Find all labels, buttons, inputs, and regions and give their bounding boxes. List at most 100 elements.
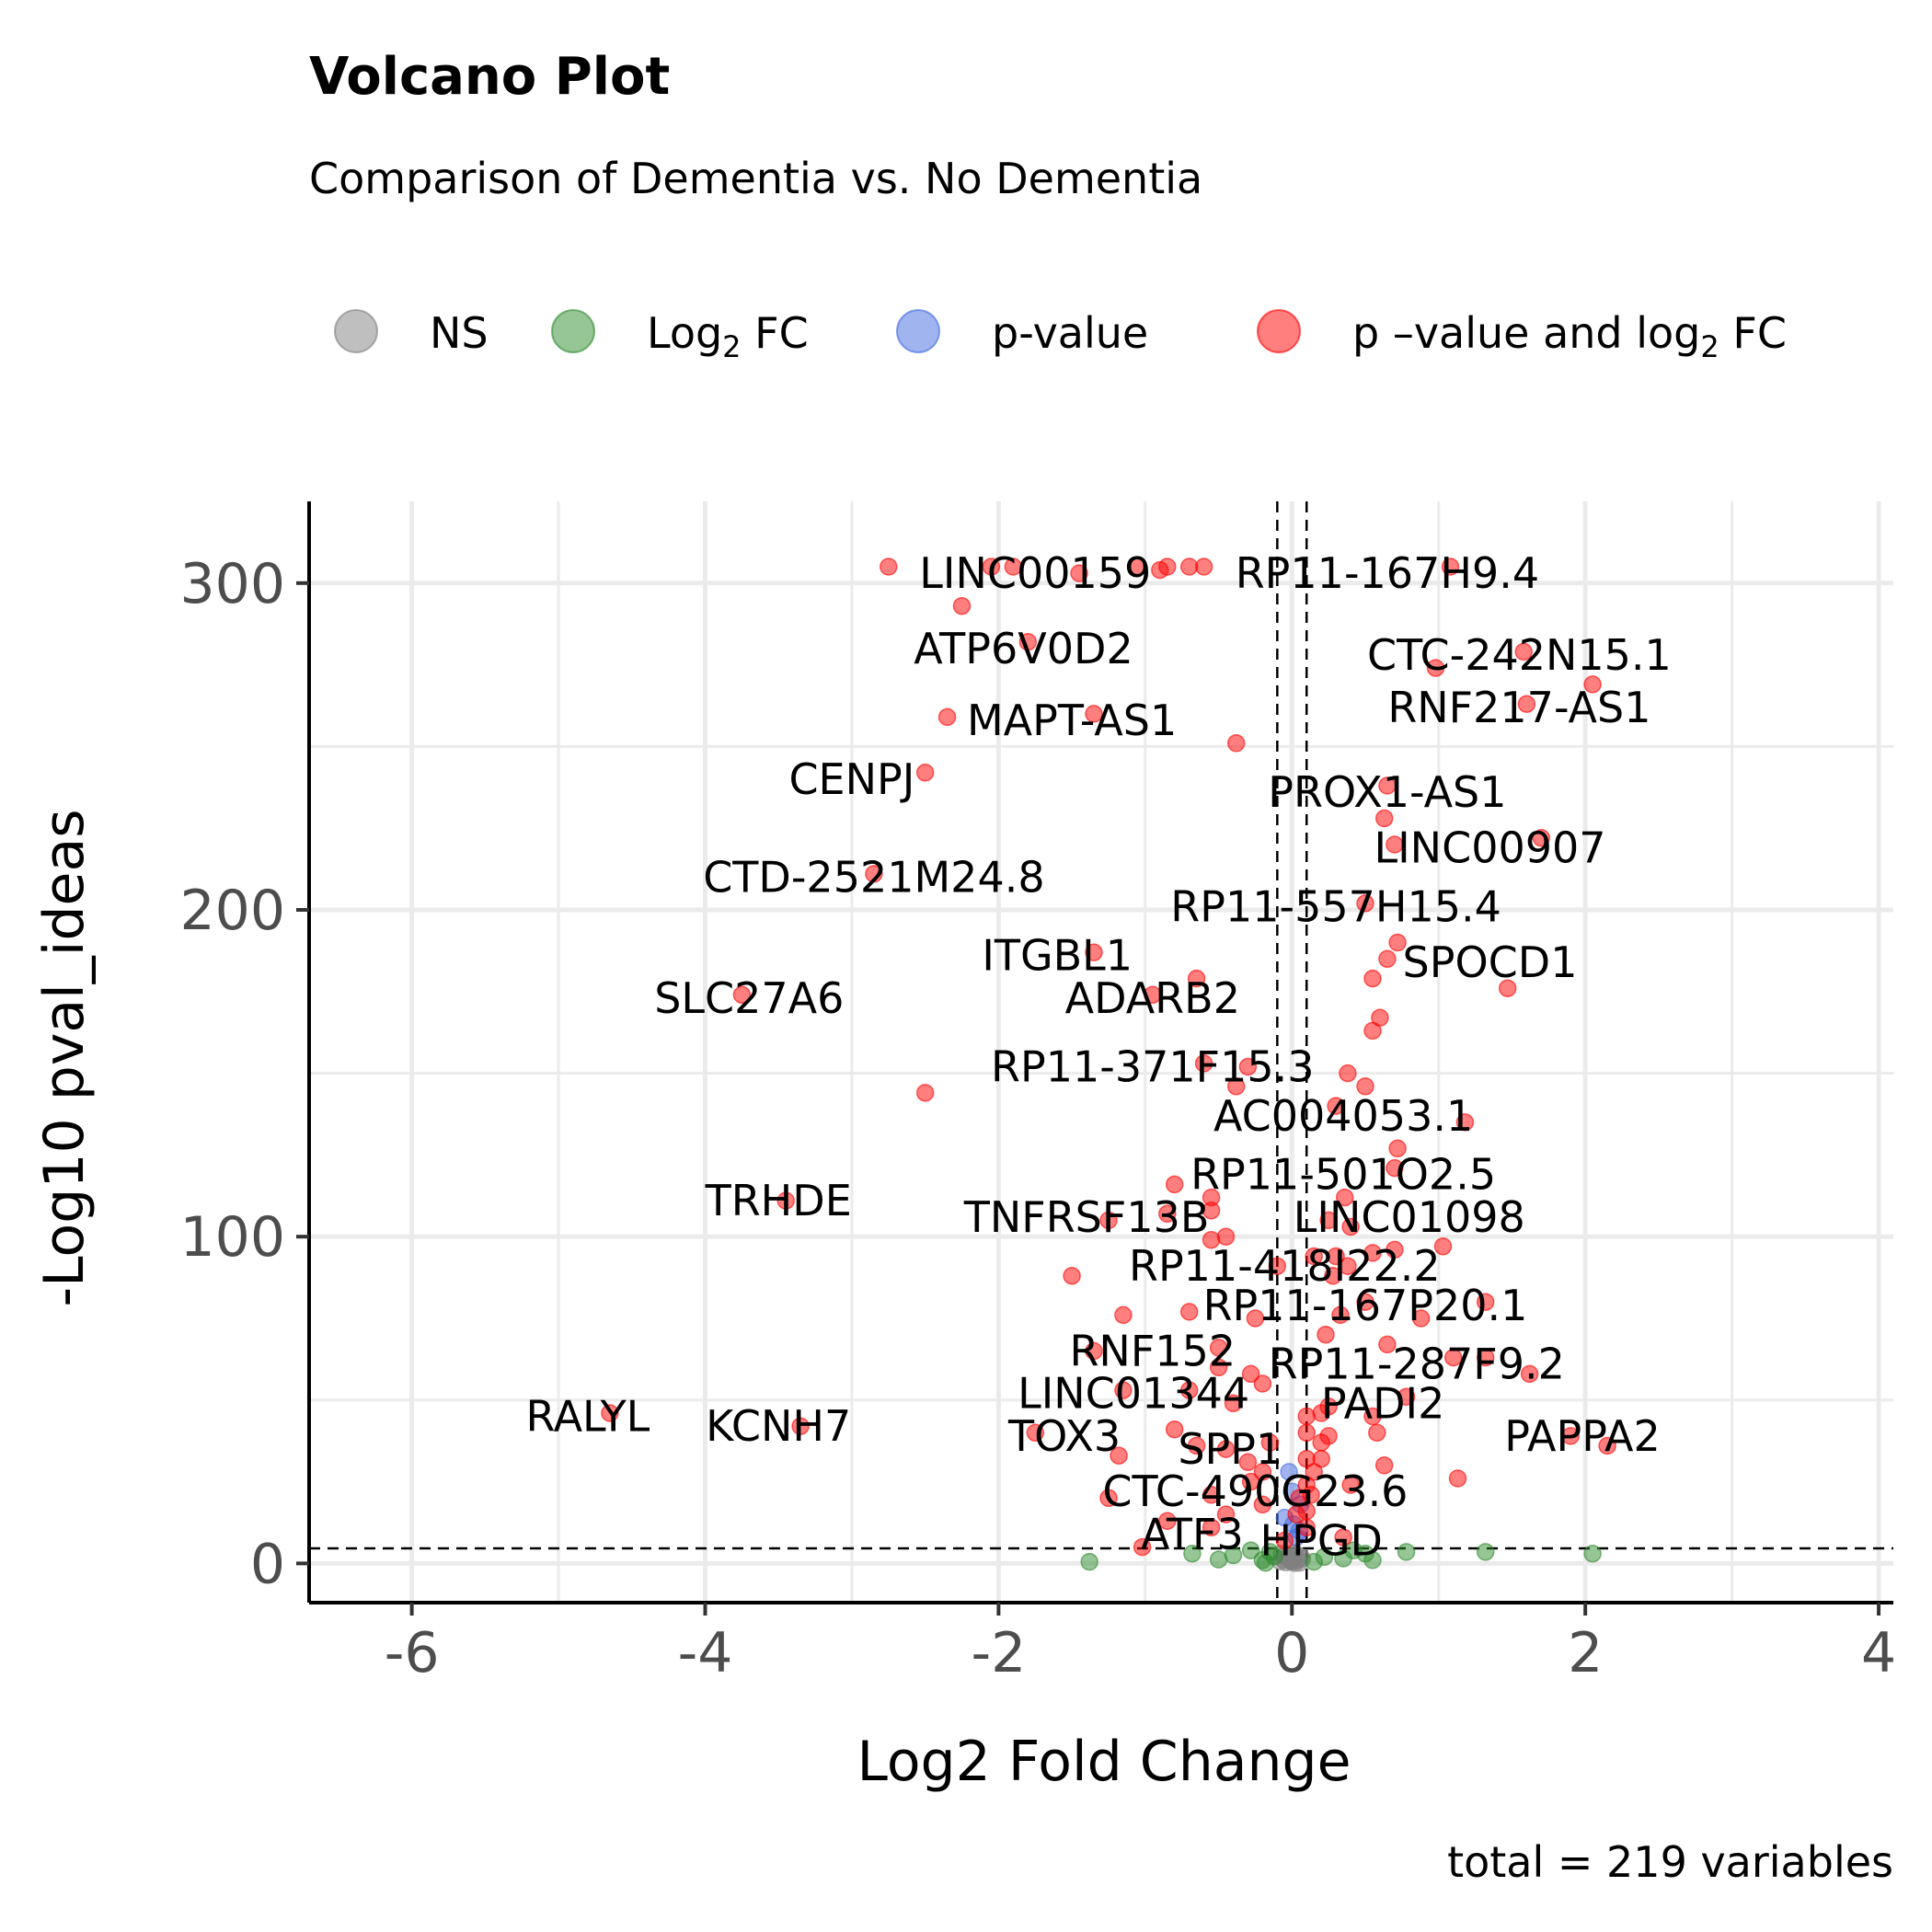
data-point-pfc bbox=[1268, 1257, 1287, 1275]
data-point-pfc bbox=[601, 1404, 619, 1422]
legend-entry-pfc: p –value and log2 FC bbox=[1257, 308, 1787, 364]
data-point-pfc bbox=[1356, 1077, 1374, 1096]
data-point-pfc bbox=[1319, 1211, 1338, 1230]
data-point-pfc bbox=[1374, 809, 1394, 828]
data-point-pfc bbox=[937, 707, 957, 727]
legend-label-text: p –value and log bbox=[1352, 308, 1700, 358]
gene-labels: LINC00159 RP11-167H9.4 ATP6V0D2 CTC-242N15.… bbox=[525, 548, 1671, 1565]
gene-label: SPP1 bbox=[1178, 1424, 1282, 1474]
gene-label: LINC00907 bbox=[1374, 823, 1605, 873]
legend-entry-ns: NS bbox=[334, 308, 489, 358]
data-point-fc bbox=[1183, 1544, 1202, 1563]
gene-label: PROX1-AS1 bbox=[1268, 767, 1506, 817]
x-tick-label: -6 bbox=[385, 1621, 440, 1685]
data-point-fc bbox=[1241, 1541, 1260, 1559]
data-point-pfc bbox=[1202, 1230, 1221, 1249]
gene-label: PAPPA2 bbox=[1504, 1411, 1661, 1461]
data-point-pfc bbox=[1260, 1433, 1280, 1452]
data-point-pfc bbox=[915, 764, 935, 782]
gene-label: ATP6V0D2 bbox=[914, 624, 1133, 673]
legend-entry-fc: Log2 FC bbox=[551, 308, 809, 364]
data-point-pfc bbox=[1241, 1472, 1260, 1491]
data-point-pfc bbox=[1363, 1244, 1382, 1262]
gene-label: ADARB2 bbox=[1065, 973, 1240, 1023]
gene-label: TNFRSF13B bbox=[963, 1192, 1210, 1242]
data-point-pfc bbox=[1209, 1339, 1228, 1357]
legend-key-ns bbox=[334, 309, 378, 353]
gene-label: MAPT-AS1 bbox=[967, 696, 1177, 745]
legend-label-suffix: FC bbox=[742, 308, 809, 358]
gene-label: LINC01344 bbox=[1018, 1369, 1249, 1419]
data-point-pfc bbox=[1129, 558, 1147, 576]
data-point-pfc bbox=[776, 1191, 795, 1210]
x-tick-label: -2 bbox=[971, 1621, 1026, 1685]
data-point-pfc bbox=[1202, 1486, 1221, 1504]
data-point-pfc bbox=[1388, 933, 1407, 952]
gene-label: CENPJ bbox=[788, 754, 914, 804]
data-point-pfc bbox=[1411, 1309, 1431, 1328]
data-point-pfc bbox=[1363, 1021, 1382, 1041]
data-point-pfc bbox=[1158, 558, 1177, 576]
data-point-pfc bbox=[1253, 1463, 1272, 1481]
data-point-pfc bbox=[1305, 1247, 1323, 1266]
gene-label: RP11-418I22.2 bbox=[1129, 1241, 1441, 1291]
axes: -6 -4 -2 0 2 4 0 100 200 300 bbox=[179, 501, 1896, 1685]
data-point-pfc bbox=[1158, 1512, 1177, 1530]
data-point-pfc bbox=[1532, 829, 1551, 847]
data-point-pfc bbox=[1583, 675, 1602, 694]
data-point-pfc bbox=[1133, 1537, 1152, 1557]
data-point-pfc bbox=[1085, 705, 1103, 723]
data-point-pfc bbox=[1386, 835, 1404, 854]
data-point-fc bbox=[1305, 1552, 1323, 1571]
data-point-pfc bbox=[1335, 1188, 1354, 1207]
data-point-pfc bbox=[1363, 1407, 1382, 1426]
data-point-pfc bbox=[1339, 1064, 1357, 1083]
gene-label: SLC27A6 bbox=[654, 973, 844, 1023]
data-point-pfc bbox=[1275, 1531, 1294, 1550]
gene-label: LINC01098 bbox=[1294, 1192, 1525, 1242]
data-point-pfc bbox=[1561, 1427, 1580, 1445]
gene-label: RP11-501O2.5 bbox=[1190, 1150, 1496, 1200]
data-point-pfc bbox=[1297, 1407, 1316, 1426]
gene-label: RP11-167H9.4 bbox=[1236, 548, 1539, 598]
data-point-pfc bbox=[1476, 1348, 1495, 1367]
data-point-pfc bbox=[1187, 969, 1206, 988]
data-point-pfc bbox=[1202, 1202, 1221, 1220]
data-point-fc bbox=[1344, 1541, 1363, 1559]
data-point-pfc bbox=[1099, 1489, 1118, 1508]
legend-entry-p: p-value bbox=[896, 308, 1148, 358]
legend-label-text: Log bbox=[647, 308, 722, 358]
data-point-pfc bbox=[1297, 1423, 1316, 1443]
data-point-pfc bbox=[1363, 969, 1382, 988]
data-point-pfc bbox=[1455, 1113, 1475, 1132]
data-point-pfc bbox=[1441, 558, 1460, 576]
data-point-pfc bbox=[865, 865, 883, 883]
data-point-fc bbox=[1209, 1550, 1228, 1569]
data-point-pfc bbox=[1110, 1446, 1128, 1465]
data-point-pfc bbox=[1598, 1436, 1616, 1455]
gene-label: SPOCD1 bbox=[1403, 937, 1578, 987]
y-tick-label: 100 bbox=[179, 1205, 285, 1270]
data-point-pfc bbox=[1226, 734, 1246, 753]
data-point-pfc bbox=[1341, 1476, 1360, 1494]
data-point-pfc bbox=[1099, 1211, 1118, 1230]
data-point-pfc bbox=[1287, 1505, 1305, 1524]
gene-label: KCNH7 bbox=[706, 1401, 851, 1451]
gene-label: RP11-371F15.3 bbox=[991, 1042, 1315, 1092]
data-point-pfc bbox=[1238, 1057, 1258, 1076]
data-point-pfc bbox=[1378, 949, 1397, 969]
gene-label: ATF3 bbox=[1141, 1509, 1244, 1558]
data-point-pfc bbox=[1224, 1394, 1243, 1413]
legend-label-text: p-value bbox=[992, 308, 1148, 358]
data-point-pfc bbox=[1514, 642, 1533, 661]
data-point-pfc bbox=[1063, 1267, 1081, 1285]
data-point-pfc bbox=[1368, 1423, 1386, 1443]
data-point-pfc bbox=[1226, 1077, 1246, 1096]
data-point-pfc bbox=[880, 558, 898, 576]
y-tick-label: 0 bbox=[250, 1532, 285, 1596]
gene-label: PADI2 bbox=[1321, 1378, 1445, 1428]
data-point-pfc bbox=[1386, 1240, 1404, 1259]
data-point-pfc bbox=[1324, 1267, 1342, 1285]
data-point-pfc bbox=[1018, 632, 1038, 651]
